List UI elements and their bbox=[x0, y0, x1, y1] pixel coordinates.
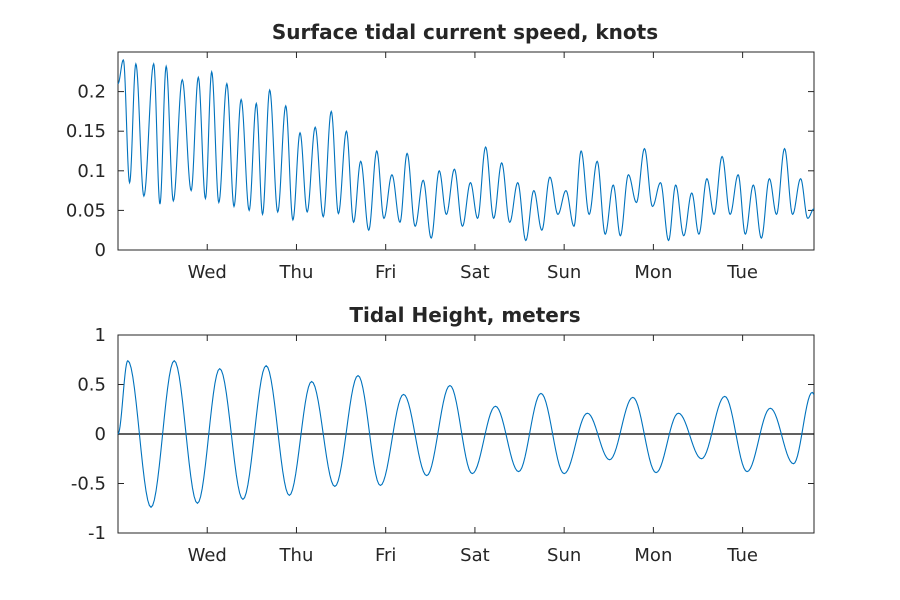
height-x-tick-label: Fri bbox=[375, 545, 396, 566]
speed-y-tick-label: 0.15 bbox=[66, 121, 106, 142]
height-y-tick-label: 0.5 bbox=[77, 375, 106, 396]
height-y-tick-label: 1 bbox=[95, 325, 106, 346]
height-x-tick-label: Sun bbox=[547, 545, 581, 566]
speed-axes-frame bbox=[117, 51, 815, 251]
height-panel: Tidal Height, meters -1 -0.5 0 0.5 1 Wed Thu Fr… bbox=[71, 303, 815, 566]
speed-chart-title: Surface tidal current speed, knots bbox=[272, 20, 658, 44]
speed-x-tick-label: Fri bbox=[375, 262, 396, 283]
speed-x-tick-label: Sun bbox=[547, 262, 581, 283]
height-x-tick-label: Tue bbox=[726, 545, 758, 566]
height-series-line bbox=[117, 359, 815, 509]
height-chart-title: Tidal Height, meters bbox=[349, 303, 580, 327]
height-x-tick-label: Mon bbox=[634, 545, 672, 566]
speed-y-tick-label: 0.1 bbox=[77, 161, 106, 182]
speed-y-tick-label: 0.2 bbox=[77, 82, 106, 103]
height-x-tick-label: Sat bbox=[460, 545, 490, 566]
speed-x-tick-label: Tue bbox=[726, 262, 758, 283]
speed-x-tick-label: Sat bbox=[460, 262, 490, 283]
speed-x-tick-label: Thu bbox=[279, 262, 314, 283]
height-plot-area: -1 -0.5 0 0.5 1 Wed Thu Fri Sat Sun Mon Tue bbox=[71, 325, 815, 566]
height-y-tick-label: -1 bbox=[88, 523, 106, 544]
height-x-tick-label: Thu bbox=[279, 545, 314, 566]
speed-series-line bbox=[117, 58, 815, 242]
speed-plot-area: 0 0.05 0.1 0.15 0.2 Wed Thu Fri Sat Sun Mon Tue bbox=[66, 51, 815, 283]
height-x-tick-label: Wed bbox=[188, 545, 227, 566]
speed-x-tick-label: Wed bbox=[188, 262, 227, 283]
speed-panel: Surface tidal current speed, knots 0 0.05… bbox=[66, 20, 815, 283]
speed-y-tick-label: 0 bbox=[95, 240, 106, 261]
height-y-tick-label: -0.5 bbox=[71, 474, 106, 495]
speed-x-tick-label: Mon bbox=[634, 262, 672, 283]
speed-y-tick-label: 0.05 bbox=[66, 200, 106, 221]
height-y-tick-label: 0 bbox=[95, 424, 106, 445]
